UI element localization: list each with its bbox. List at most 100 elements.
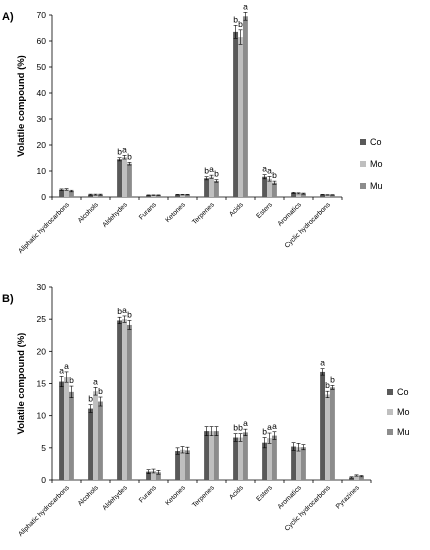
legend-swatch-mo [387,409,393,415]
bar-mo [122,157,127,197]
bar-co [59,381,65,480]
significance-letter: b [238,19,243,29]
x-tick-label: Aromatics [277,484,304,511]
significance-letter: a [262,164,267,174]
bar-co [175,451,181,480]
bar-mu [97,401,103,480]
bar-mu [184,194,190,197]
bar-mo [151,470,156,480]
significance-letter: b [127,309,132,319]
significance-letter: a [243,418,248,428]
bar-co [349,477,355,480]
significance-letter: b [330,374,335,384]
bar-co [175,194,181,197]
x-tick-label: Aromatics [277,201,304,228]
bar-mo [238,37,243,197]
bar-mo [93,391,98,480]
bar-co [320,371,326,480]
chart-panel-a: A) Volatile compound (%) 0 10 20 30 40 50 60 70 Al… [2,1,383,255]
y-tick-label: 30 [37,114,47,124]
significance-letter: b [117,306,122,316]
x-tick-label: Pyrazines [335,484,361,510]
bar-mo [151,195,156,197]
legend-label: Co [370,137,382,147]
significance-letter: a [122,144,127,154]
panel-label: A) [2,11,14,23]
bar-mo [325,194,330,197]
legend-swatch-mu [360,183,366,189]
bar-mu [242,432,248,480]
bar-mo [64,189,69,197]
significance-letter: a [209,164,214,174]
chart-panel-b: B) Volatile compound (%) 0 5 10 15 20 25 30 Aliph… [2,282,410,538]
legend-swatch-co [360,139,366,145]
legend-label: Mo [370,159,383,169]
y-tick-label: 20 [37,140,47,150]
x-tick-label: Aldehydes [102,201,130,229]
bar-mu [97,194,103,197]
bar-co [88,194,94,197]
bar-mo [354,475,359,480]
y-axis-title: Volatile compound (%) [16,333,27,435]
significance-letter: a [243,1,248,11]
bar-mu [155,195,161,197]
significance-letter: a [64,361,69,371]
bar-mu [68,391,74,480]
bar-mu [358,476,364,480]
y-tick-label: 50 [37,62,47,72]
significance-letter: b [262,427,267,437]
legend-label: Mu [397,427,410,437]
legend-swatch-mo [360,161,366,167]
bar-co [204,178,210,197]
x-tick-label: Alcohols [77,201,101,225]
bar-mo [209,176,214,197]
bar-mo [122,319,127,480]
bar-co [233,437,239,480]
x-tick-label: Esters [255,484,274,503]
bar-mo [180,449,185,480]
bar-mo [296,193,301,197]
bar-mu [242,16,248,197]
y-tick-label: 10 [37,166,47,176]
x-tick-label: Ketones [164,484,187,507]
bar-co [262,176,268,197]
bar-mu [213,180,219,197]
x-tick-label: Furans [138,484,158,504]
bar-mu [271,435,277,480]
y-tick-label: 15 [37,379,47,389]
bar-mu [126,163,132,197]
significance-letter: b [127,151,132,161]
y-tick-label: 70 [37,10,47,20]
legend-label: Mu [370,181,383,191]
y-tick-label: 30 [37,282,47,292]
significance-letter: a [122,305,127,315]
legend-label: Mo [397,407,410,417]
x-tick-label: Alcohols [77,484,101,508]
significance-letter: b [88,394,93,404]
bar-mo [267,178,272,197]
significance-letter: a [320,358,325,368]
bar-mo [325,394,330,480]
legend-swatch-mu [387,429,393,435]
y-tick-label: 25 [37,314,47,324]
significance-letter: b [214,169,219,179]
bar-co [320,194,326,197]
x-tick-label: Terpenes [191,201,216,226]
bar-co [291,446,297,480]
significance-letter: a [59,365,64,375]
bar-co [146,471,152,480]
bar-mu [155,472,161,480]
x-tick-label: Aldehydes [102,484,130,512]
bar-mu [213,431,219,480]
bar-mu [329,194,335,197]
significance-letter: b [233,14,238,24]
y-tick-label: 10 [37,411,47,421]
significance-letter: b [98,386,103,396]
bar-mo [296,447,301,480]
y-tick-label: 0 [41,192,46,202]
y-tick-label: 0 [41,475,46,485]
significance-letter: b [238,423,243,433]
legend-swatch-co [387,389,393,395]
significance-letter: b [272,170,277,180]
